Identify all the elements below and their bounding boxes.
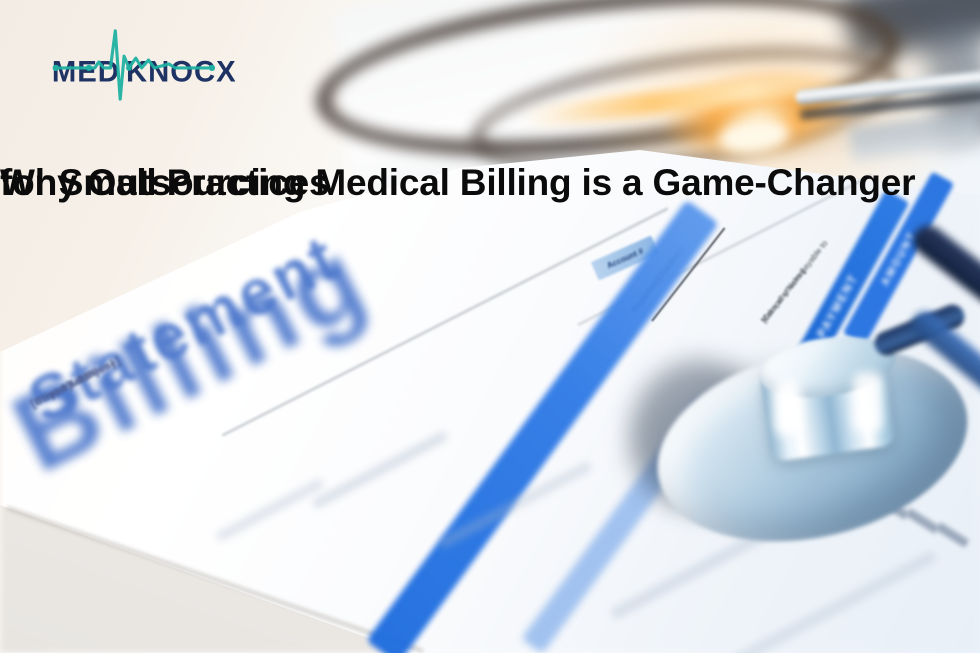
chrome-highlight [775, 380, 801, 435]
page-title-line2: for Small Practices [0, 162, 330, 203]
ekg-dot-icon [52, 64, 59, 72]
ekg-dot-icon [126, 64, 132, 71]
logo-text-knocx: KNOCX [126, 56, 237, 89]
ekg-dot-icon [85, 64, 93, 72]
logo-graphic: MED KNOCX [52, 29, 237, 101]
logo-text-med: MED [52, 56, 120, 89]
ekg-dot-icon [208, 64, 216, 72]
ekg-heartbeat-icon [54, 29, 214, 101]
page-title-line1: Why Outsourcing Medical Billing is a Gam… [0, 162, 916, 203]
logo: MED KNOCX [46, 18, 251, 108]
chrome-highlight-2 [853, 372, 883, 432]
